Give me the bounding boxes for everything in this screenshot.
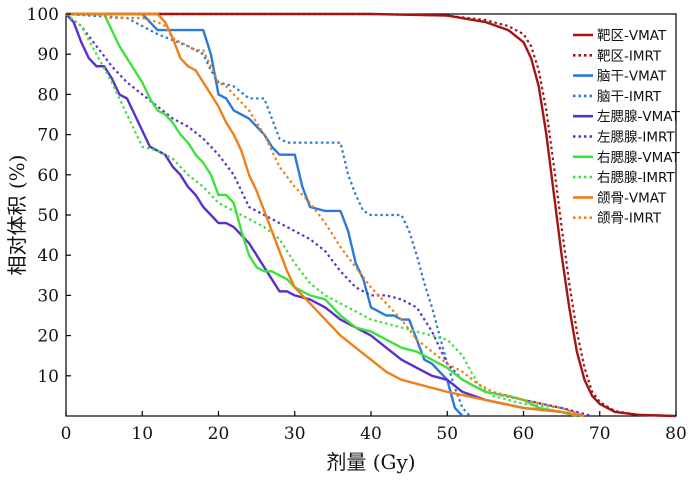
legend-label-8: 右腮腺-IMRT: [597, 170, 675, 186]
legend: 靶区-VMAT 靶区-IMRT 脑干-VMAT 脑干-IMRT 左腮腺-VMAT 左腮腺-…: [573, 28, 680, 227]
x-tick-label: 20: [208, 424, 230, 444]
legend-label-3: 脑干-VMAT: [597, 69, 667, 85]
y-tick-label: 70: [37, 126, 59, 146]
x-tick-label: 40: [360, 424, 382, 444]
legend-label-4: 脑干-IMRT: [597, 89, 662, 105]
series-line-8: [65, 13, 585, 418]
y-tick-label: 90: [37, 45, 59, 65]
series-line-2: [66, 12, 677, 418]
legend-label-1: 靶区-VMAT: [597, 28, 667, 44]
axes: 0 10 20 30 40 50 60 70 80 10 20 30 40 50 60 70 80 90 100: [27, 5, 687, 444]
series-line-9: [66, 12, 585, 418]
series-line-7: [66, 12, 578, 418]
legend-label-2: 靶区-IMRT: [597, 48, 662, 64]
y-tick-label: 10: [37, 367, 59, 387]
x-tick-label: 80: [665, 424, 687, 444]
x-axis-title: 剂量 (Gy): [326, 450, 415, 474]
x-tick-label: 30: [284, 424, 306, 444]
x-tick-label: 0: [61, 424, 72, 444]
series-lines: [65, 12, 677, 418]
y-tick-label: 30: [37, 286, 59, 306]
y-tick-label: 50: [37, 206, 59, 226]
x-tick-label: 70: [589, 424, 611, 444]
x-tick-label: 50: [436, 424, 458, 444]
y-tick-label: 20: [37, 327, 59, 347]
legend-label-9: 颌骨-VMAT: [597, 190, 667, 206]
x-tick-label: 10: [131, 424, 153, 444]
y-tick-label: 80: [37, 85, 59, 105]
legend-label-7: 右腮腺-VMAT: [597, 150, 680, 166]
y-tick-label: 100: [27, 5, 59, 25]
x-tick-label: 60: [513, 424, 535, 444]
y-tick-label: 40: [37, 246, 59, 266]
y-tick-label: 60: [37, 166, 59, 186]
legend-label-5: 左腮腺-VMAT: [597, 109, 680, 125]
series-line-10: [66, 12, 585, 418]
legend-label-10: 颌骨-IMRT: [597, 211, 662, 227]
series-line-1: [66, 12, 677, 418]
y-axis-title: 相对体积 (%): [5, 155, 29, 276]
legend-label-6: 左腮腺-IMRT: [597, 130, 675, 146]
series-line-5: [65, 13, 578, 418]
